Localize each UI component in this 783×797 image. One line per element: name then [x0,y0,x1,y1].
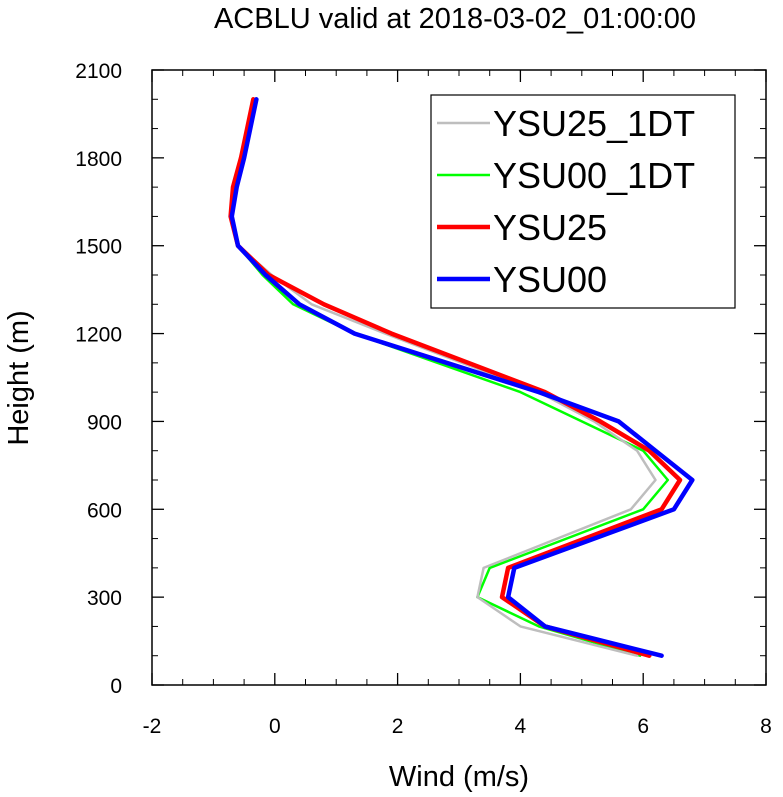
series-line-ysu00 [229,97,695,658]
axis-ticks: -2 0 2 4 6 8 0 300 600 900 1200 1500 1800 2100 [75,60,772,738]
y-tick-label: 300 [87,587,122,610]
x-tick-label: 4 [515,715,527,738]
y-axis-title: Height (m) [3,310,35,445]
series-lines [228,97,695,658]
chart-title: ACBLU valid at 2018-03-02_01:00:00 [214,3,696,35]
legend-label: YSU00_1DT [493,155,695,196]
y-tick-label: 1200 [75,324,122,347]
legend-label: YSU25_1DT [493,103,695,144]
legend: YSU25_1DT YSU00_1DT YSU25 YSU00 [430,94,736,309]
legend-label: YSU25 [493,207,607,248]
x-tick-label: 2 [392,715,404,738]
legend-box [430,94,736,309]
y-tick-label: 600 [87,499,122,522]
y-tick-label: 1500 [75,236,122,259]
y-tick-label: 2100 [75,60,122,83]
x-tick-label: 6 [637,715,649,738]
legend-label: YSU00 [493,259,607,300]
y-tick-label: 0 [110,675,122,698]
x-tick-label: -2 [143,715,162,738]
x-tick-label: 0 [269,715,281,738]
x-axis-title: Wind (m/s) [389,761,529,793]
x-tick-label: 8 [760,715,772,738]
y-tick-label: 1800 [75,148,122,171]
y-tick-label: 900 [87,411,122,434]
